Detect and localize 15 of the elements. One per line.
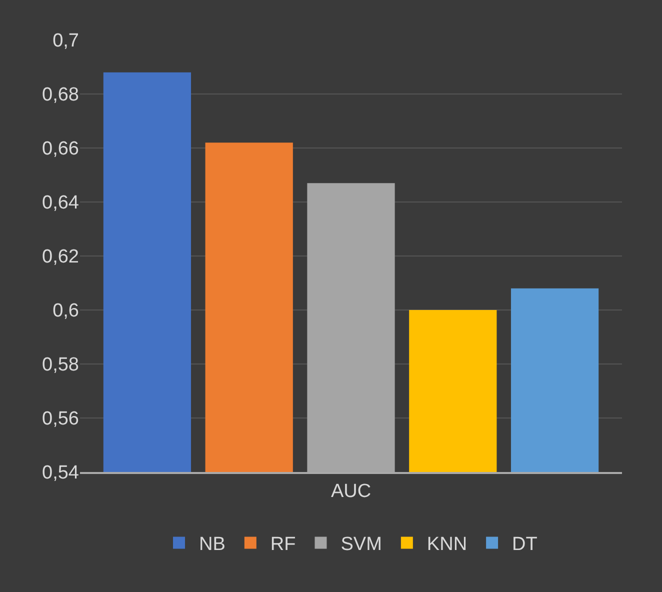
- legend-label: NB: [199, 534, 226, 556]
- y-tick-label: 0,62: [42, 246, 79, 268]
- y-tick-label: 0,6: [52, 300, 79, 322]
- y-tick-label: 0,7: [52, 30, 79, 52]
- legend-label: RF: [270, 534, 296, 556]
- y-tick-label: 0,66: [42, 138, 79, 160]
- x-tick-label: AUC: [330, 480, 372, 502]
- legend-label: SVM: [340, 534, 382, 556]
- y-tick-label: 0,56: [42, 408, 79, 430]
- y-tick-label: 0,58: [42, 354, 79, 376]
- y-tick-label: 0,54: [42, 462, 80, 484]
- y-tick-label: 0,68: [42, 84, 79, 106]
- legend-label: KNN: [426, 534, 468, 556]
- y-tick-label: 0,64: [42, 192, 80, 214]
- legend-label: DT: [512, 534, 538, 556]
